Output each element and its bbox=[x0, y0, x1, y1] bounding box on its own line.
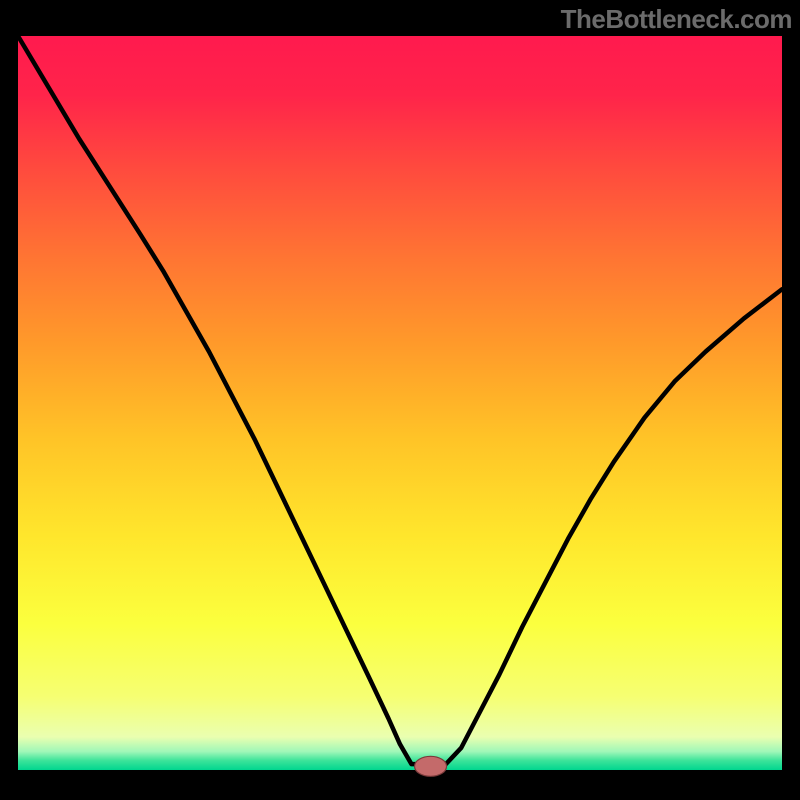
optimal-marker bbox=[415, 756, 447, 776]
bottleneck-chart bbox=[0, 0, 800, 800]
gradient-plot-area bbox=[18, 36, 782, 770]
watermark-text: TheBottleneck.com bbox=[561, 4, 792, 35]
chart-container: { "watermark": "TheBottleneck.com", "cha… bbox=[0, 0, 800, 800]
